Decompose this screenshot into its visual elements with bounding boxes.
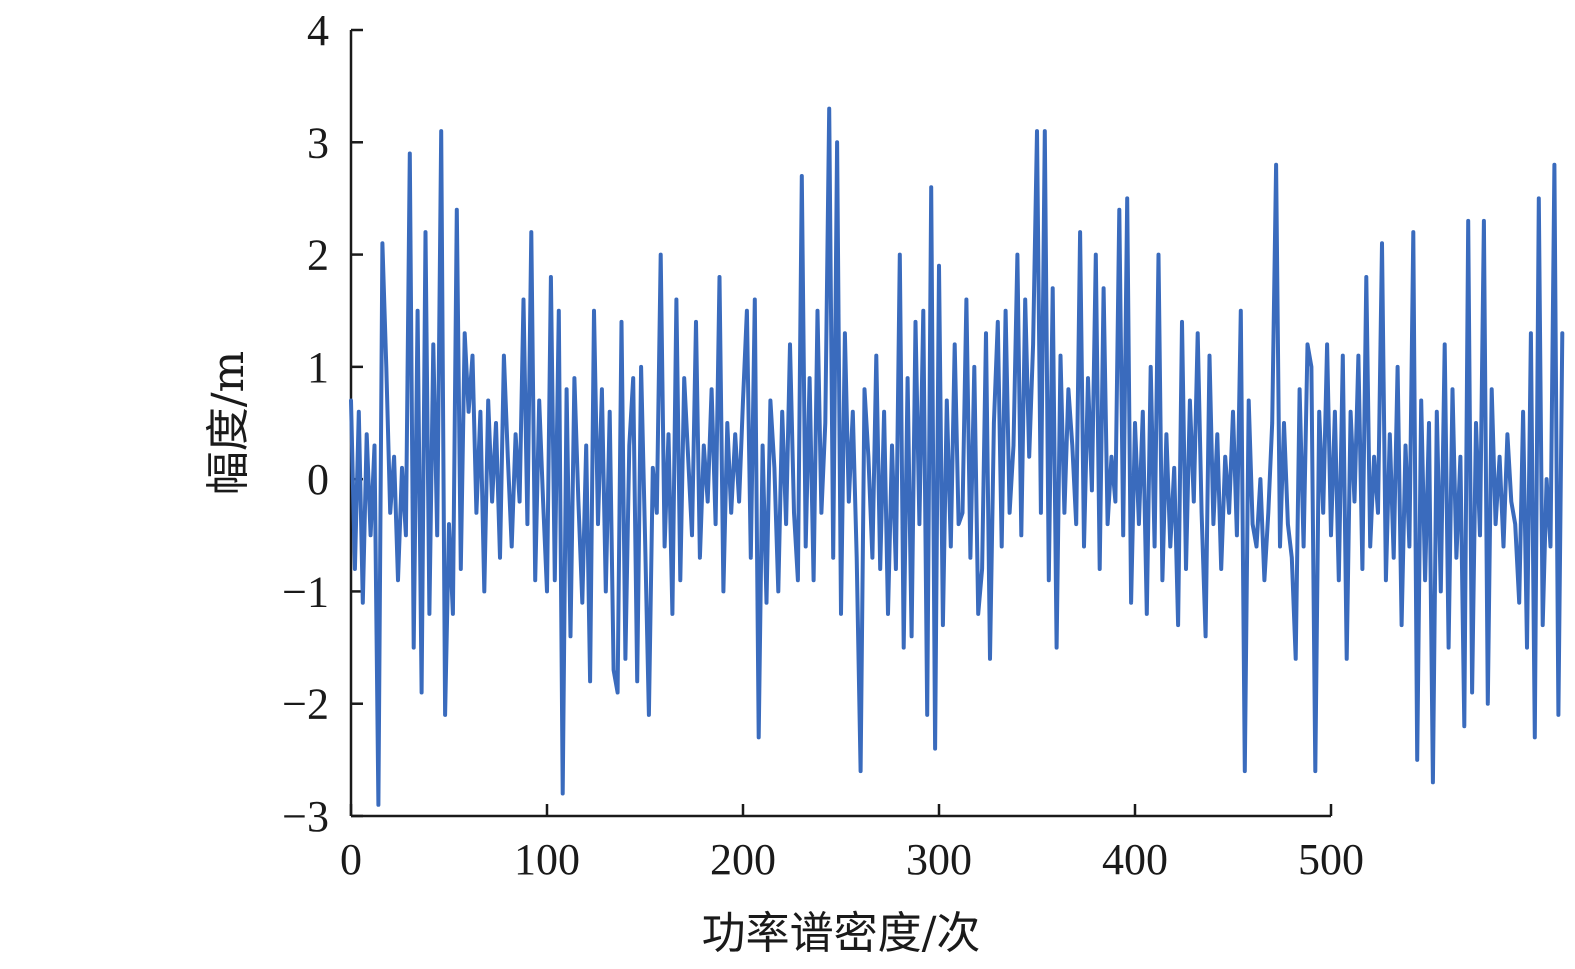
y-tick-label: 1	[307, 343, 329, 392]
x-tick-label: 200	[710, 835, 776, 884]
series-line	[349, 106, 1565, 807]
y-axis-title: 幅度/m	[203, 351, 254, 496]
y-tick-label: −2	[282, 680, 329, 729]
y-tick-label: −3	[282, 792, 329, 841]
y-tick-label: −1	[282, 567, 329, 616]
x-ticks: 0 100 200 300 400 500	[340, 804, 1364, 884]
y-tick-label: 0	[307, 455, 329, 504]
series-group	[349, 106, 1565, 807]
y-tick-label: 3	[307, 118, 329, 167]
x-tick-label: 0	[340, 835, 362, 884]
x-axis-title: 功率谱密度/次	[702, 908, 981, 959]
y-tick-label: 4	[307, 6, 329, 55]
x-tick-label: 100	[514, 835, 580, 884]
y-ticks: −3 −2 −1 0 1 2 3 4	[282, 6, 363, 841]
x-tick-label: 300	[906, 835, 972, 884]
y-tick-label: 2	[307, 231, 329, 280]
x-tick-label: 400	[1102, 835, 1168, 884]
x-tick-label: 500	[1298, 835, 1364, 884]
